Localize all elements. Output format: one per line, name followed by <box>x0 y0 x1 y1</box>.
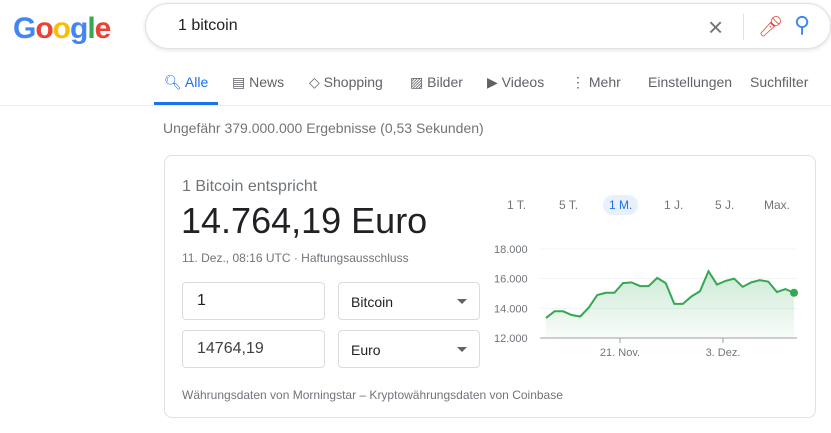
tab-videos[interactable]: ▶ Videos <box>487 74 545 90</box>
divider <box>743 14 744 40</box>
area-fill <box>546 271 794 338</box>
range-4[interactable]: 5 J. <box>715 198 735 212</box>
price-line <box>545 269 795 319</box>
y-tick-label: 12.000 <box>494 333 528 345</box>
converter-label: 1 Bitcoin entspricht <box>182 178 318 195</box>
amount-input[interactable]: 1 <box>182 282 325 320</box>
converted-value: 14.764,19 Euro <box>181 200 428 241</box>
search-box: × 🎤︎ ⚲ <box>145 3 831 49</box>
tab-shopping[interactable]: ◇ Shopping <box>309 74 383 90</box>
x-tick-label: 21. Nov. <box>600 347 640 359</box>
result-stats: Ungefähr 379.000.000 Ergebnisse (0,53 Se… <box>163 120 484 136</box>
currency-from-select[interactable]: Bitcoin <box>338 282 480 320</box>
tab-label: Mehr <box>588 74 621 90</box>
tab-label: Videos <box>501 74 545 90</box>
clear-icon[interactable]: × <box>708 12 724 42</box>
result-input[interactable]: 14764,19 <box>182 330 325 368</box>
tab-bilder[interactable]: ▨ Bilder <box>410 74 463 90</box>
separator: · <box>290 251 302 265</box>
price-chart: 12.000 14.000 16.000 18.000 21. Nov. 3. Dez. <box>494 244 798 359</box>
x-tick-label: 3. Dez. <box>706 347 741 359</box>
y-tick-label: 14.000 <box>494 303 528 315</box>
tab-label: Bilder <box>427 74 463 90</box>
range-0[interactable]: 1 T. <box>507 198 527 212</box>
data-point <box>790 288 798 297</box>
currency-to-select[interactable]: Euro <box>338 330 480 368</box>
date: 11. Dez., 08:16 UTC <box>182 251 291 265</box>
tab-label: News <box>249 74 285 90</box>
tab-label: Shopping <box>323 74 383 90</box>
timestamp: 11. Dez., 08:16 UTC · Haftungsausschluss <box>182 251 409 265</box>
range-5[interactable]: Max. <box>764 198 791 212</box>
tab-alle[interactable]: 🔍︎ Alle <box>154 74 218 105</box>
range-3[interactable]: 1 J. <box>664 198 684 212</box>
tab-suchfilter[interactable]: Suchfilter <box>750 74 809 90</box>
search-input[interactable] <box>176 16 676 36</box>
currency-converter-card: 1 Bitcoin entspricht 14.764,19 Euro 11. … <box>164 155 816 418</box>
data-source: Währungsdaten von Morningstar – Kryptowä… <box>182 388 563 402</box>
y-tick-label: 16.000 <box>494 274 528 286</box>
tab-news[interactable]: ▤ News <box>232 74 285 90</box>
google-logo[interactable]: Google <box>13 12 111 45</box>
range-1[interactable]: 5 T. <box>559 198 579 212</box>
search-icon[interactable]: ⚲ <box>794 12 811 37</box>
divider <box>0 105 831 106</box>
tab-mehr[interactable]: ⋮ Mehr <box>571 74 621 90</box>
disclaimer-link[interactable]: Haftungsausschluss <box>301 251 409 265</box>
tab-einstellungen[interactable]: Einstellungen <box>648 74 733 90</box>
y-tick-label: 18.000 <box>494 244 528 256</box>
microphone-icon[interactable]: 🎤︎ <box>758 16 784 38</box>
range-2[interactable]: 1 M. <box>603 195 639 215</box>
tab-label: Alle <box>184 74 209 90</box>
